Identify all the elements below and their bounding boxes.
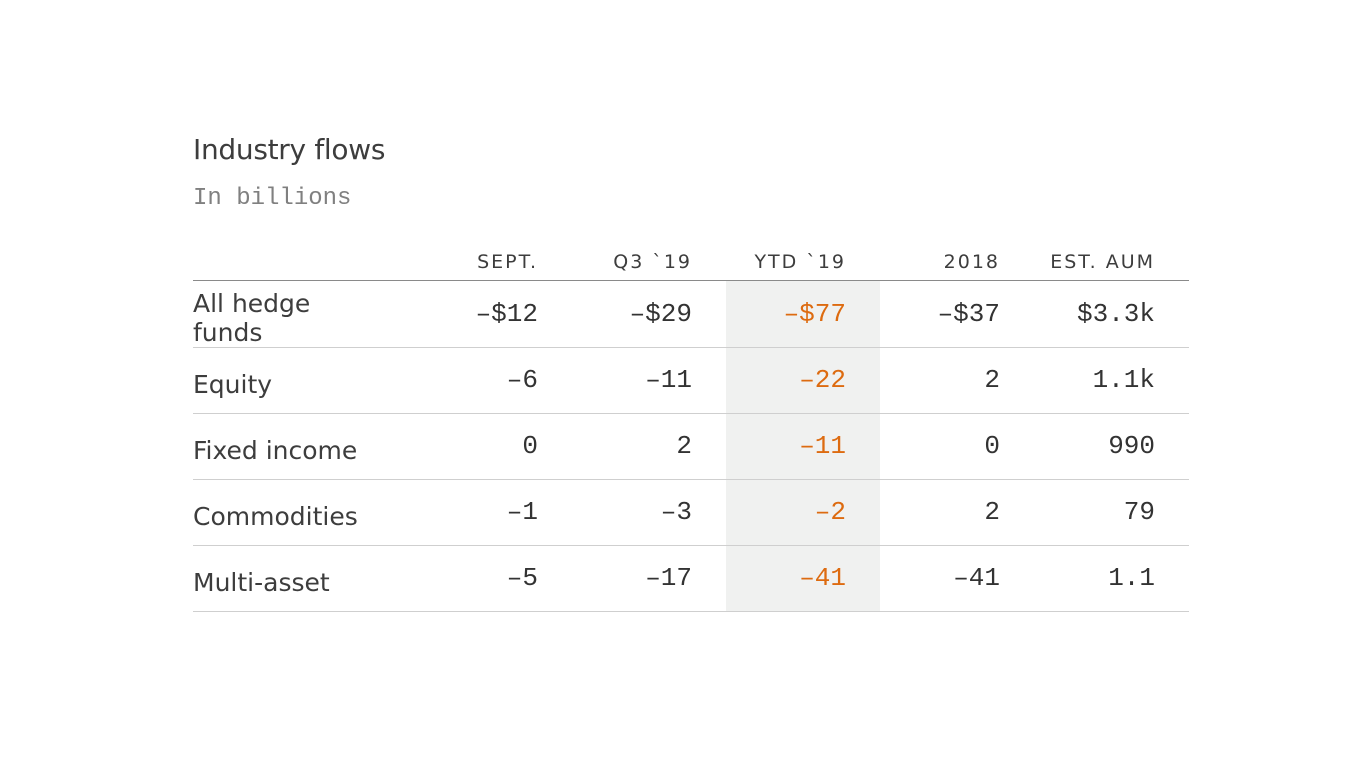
row-label: Equity bbox=[193, 347, 418, 414]
table-cell: 79 bbox=[1034, 479, 1189, 546]
table-cell: –41 bbox=[880, 545, 1034, 612]
table-cell-highlight: –$77 bbox=[726, 280, 880, 348]
table-cell: –17 bbox=[572, 545, 726, 612]
table-cell: –1 bbox=[418, 479, 572, 546]
row-label: Fixed income bbox=[193, 413, 418, 480]
column-header: EST. AUM bbox=[1034, 245, 1189, 281]
table-row: Multi-asset –5 –17 –41 –41 1.1 bbox=[193, 545, 1189, 612]
column-header: SEPT. bbox=[418, 245, 572, 281]
table-cell: –$37 bbox=[880, 280, 1034, 348]
table-cell-highlight: –11 bbox=[726, 413, 880, 480]
table-cell: 2 bbox=[572, 413, 726, 480]
chart-container: Industry flows In billions SEPT. Q3 `19 … bbox=[193, 130, 1189, 612]
row-label: Multi-asset bbox=[193, 545, 418, 612]
column-header: 2018 bbox=[880, 245, 1034, 281]
table-cell: 2 bbox=[880, 347, 1034, 414]
table-cell: –11 bbox=[572, 347, 726, 414]
table-cell: 0 bbox=[880, 413, 1034, 480]
table-row: Fixed income 0 2 –11 0 990 bbox=[193, 413, 1189, 480]
table-cell: –5 bbox=[418, 545, 572, 612]
table-cell: 990 bbox=[1034, 413, 1189, 480]
table-cell: –6 bbox=[418, 347, 572, 414]
table-cell-highlight: –22 bbox=[726, 347, 880, 414]
table-row: Equity –6 –11 –22 2 1.1k bbox=[193, 347, 1189, 414]
table-cell: –3 bbox=[572, 479, 726, 546]
chart-title: Industry flows bbox=[193, 133, 386, 166]
table-row: All hedge funds –$12 –$29 –$77 –$37 $3.3… bbox=[193, 280, 1189, 348]
table-cell: 1.1k bbox=[1034, 347, 1189, 414]
table-row: Commodities –1 –3 –2 2 79 bbox=[193, 479, 1189, 546]
table-cell: 1.1 bbox=[1034, 545, 1189, 612]
table-cell: 2 bbox=[880, 479, 1034, 546]
row-label: Commodities bbox=[193, 479, 418, 546]
header-row: SEPT. Q3 `19 YTD `19 2018 EST. AUM bbox=[193, 245, 1189, 281]
flows-table: SEPT. Q3 `19 YTD `19 2018 EST. AUM All h… bbox=[193, 245, 1189, 612]
table-cell: –$29 bbox=[572, 280, 726, 348]
column-header: Q3 `19 bbox=[572, 245, 726, 281]
table-cell: –$12 bbox=[418, 280, 572, 348]
header-rowlabel bbox=[193, 245, 418, 281]
row-label: All hedge funds bbox=[193, 280, 418, 348]
table-cell-highlight: –41 bbox=[726, 545, 880, 612]
chart-subtitle: In billions bbox=[193, 185, 352, 212]
table-cell-highlight: –2 bbox=[726, 479, 880, 546]
table-cell: $3.3k bbox=[1034, 280, 1189, 348]
column-header: YTD `19 bbox=[726, 245, 880, 281]
table-cell: 0 bbox=[418, 413, 572, 480]
